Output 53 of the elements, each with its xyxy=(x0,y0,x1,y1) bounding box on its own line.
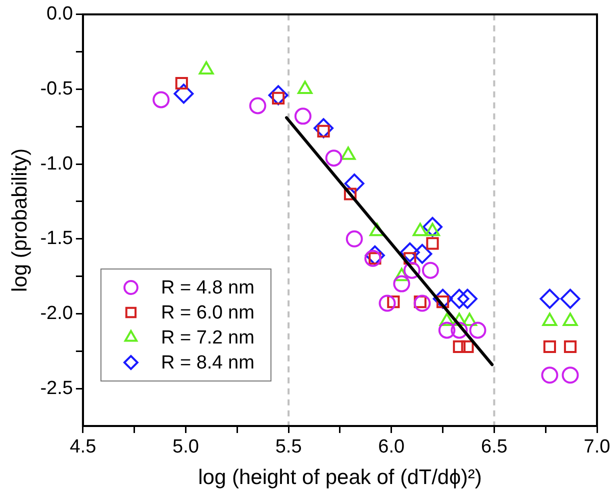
x-tick-label: 7.0 xyxy=(584,436,610,458)
point xyxy=(432,288,453,309)
point xyxy=(461,340,474,353)
y-tick-label: -1.5 xyxy=(40,228,73,250)
y-tick-label: 0.0 xyxy=(46,4,73,25)
point xyxy=(344,188,357,200)
y-tick-label: -1.0 xyxy=(40,153,73,174)
legend-label: R = 4.8 nm xyxy=(160,278,254,299)
point xyxy=(403,262,420,279)
point xyxy=(426,237,439,250)
point xyxy=(174,84,194,104)
point xyxy=(294,108,312,125)
point xyxy=(469,322,486,339)
x-tick-label: 6.5 xyxy=(480,436,508,458)
point xyxy=(541,366,558,384)
point xyxy=(560,288,580,309)
point xyxy=(422,262,439,279)
x-tick-label: 4.5 xyxy=(70,436,96,458)
y-axis-title: log (probability) xyxy=(8,148,32,292)
y-tick-label: -0.5 xyxy=(40,78,73,100)
point xyxy=(452,340,466,353)
legend-label: R = 8.4 nm xyxy=(160,352,254,374)
x-axis-title: log (height of peak of (dT/dϕ)²) xyxy=(198,466,482,490)
legend-label: R = 6.0 nm xyxy=(160,302,254,324)
x-tick-label: 5.5 xyxy=(275,436,302,458)
point xyxy=(450,322,468,339)
point xyxy=(412,244,432,264)
point xyxy=(249,97,266,114)
legend-label: R = 7.2 nm xyxy=(160,328,254,349)
point xyxy=(268,85,288,106)
point xyxy=(344,174,364,194)
point xyxy=(378,294,396,312)
point xyxy=(540,288,560,309)
point xyxy=(414,294,431,312)
point xyxy=(393,275,410,292)
y-tick-label: -2.5 xyxy=(40,378,73,399)
y-tick-label: -2.0 xyxy=(40,302,73,324)
point xyxy=(175,76,188,90)
point xyxy=(543,340,556,353)
point xyxy=(152,91,170,108)
point xyxy=(400,242,420,262)
x-tick-label: 6.0 xyxy=(378,436,405,458)
point xyxy=(449,288,470,309)
x-tick-label: 5.0 xyxy=(172,436,199,458)
point xyxy=(314,118,334,138)
point xyxy=(438,322,456,339)
point xyxy=(364,245,385,266)
point xyxy=(325,150,342,167)
point xyxy=(346,230,363,248)
point xyxy=(564,340,577,353)
point xyxy=(457,288,478,309)
point xyxy=(422,216,442,237)
point xyxy=(562,366,579,384)
